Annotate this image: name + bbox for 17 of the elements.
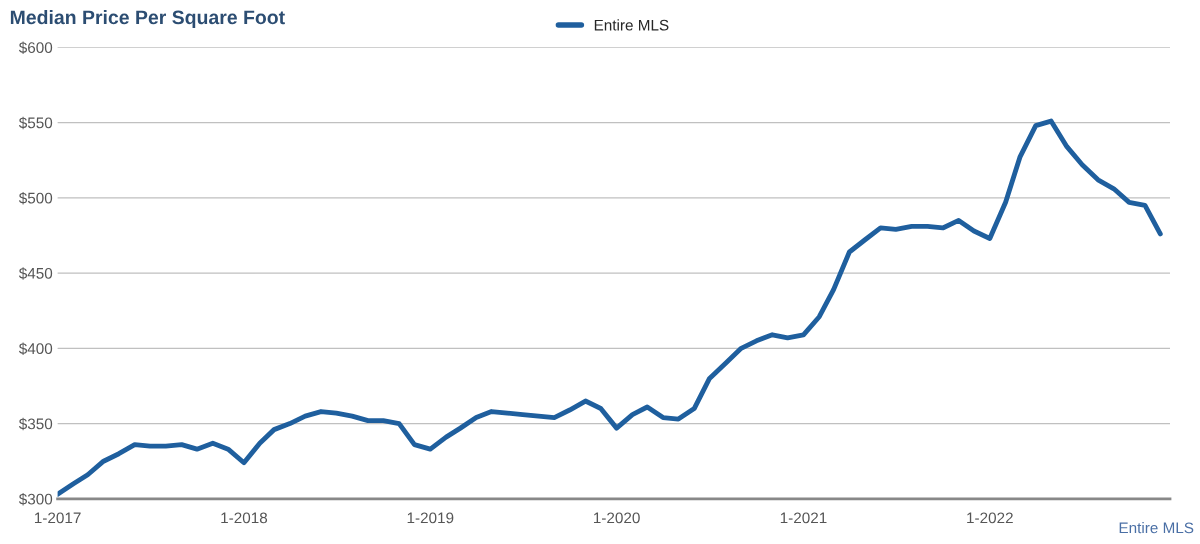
y-tick-label: $350 (18, 417, 53, 431)
y-tick-label: $400 (18, 342, 53, 355)
line-series (57, 118, 1163, 497)
y-tick-label: $450 (18, 267, 53, 280)
y-tick-label: $600 (18, 41, 53, 54)
x-tick-label: 1-2021 (780, 512, 827, 524)
x-tick-label: 1-2020 (593, 512, 640, 524)
text: Entire MLS (1119, 522, 1194, 534)
legend-label: Entire MLS (594, 19, 669, 31)
x-tick-label: 1-2018 (221, 512, 268, 524)
y-tick-label: $550 (18, 116, 53, 130)
x-tick-label: 1-2022 (967, 512, 1013, 524)
y-tick-label: $300 (18, 493, 53, 506)
chart-title: Median Price Per Square Foot (10, 9, 285, 29)
x-tick-label: 1-2017 (34, 512, 81, 524)
x-tick-label: 1-2019 (407, 512, 454, 524)
y-tick-label: $500 (18, 192, 53, 205)
